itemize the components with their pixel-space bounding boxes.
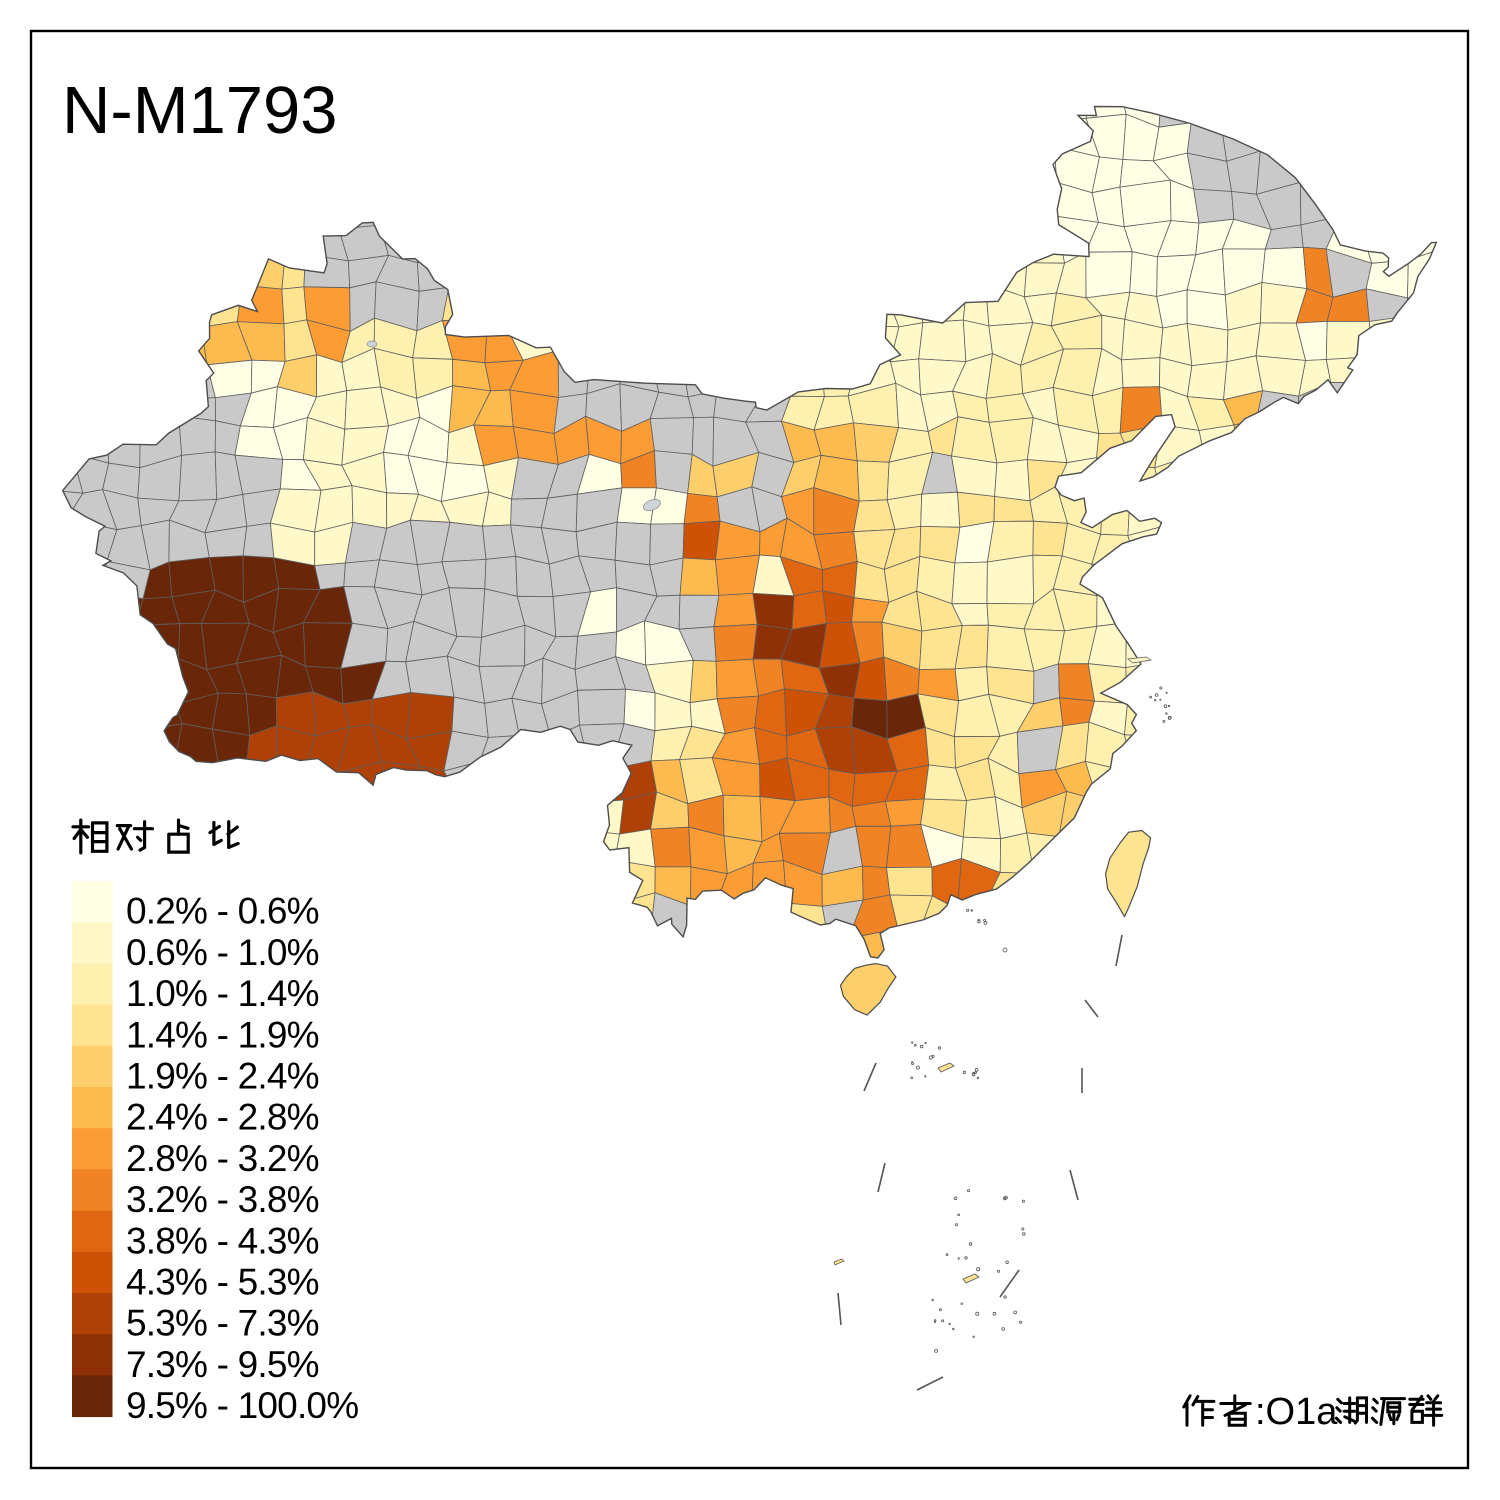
svg-text::O1a: :O1a xyxy=(1255,1391,1338,1433)
svg-text:3.2% - 3.8%: 3.2% - 3.8% xyxy=(126,1179,319,1220)
svg-text:1.0% - 1.4%: 1.0% - 1.4% xyxy=(126,973,319,1014)
svg-text:0.2% - 0.6%: 0.2% - 0.6% xyxy=(126,891,319,932)
svg-text:1.9% - 2.4%: 1.9% - 2.4% xyxy=(126,1056,319,1097)
svg-text:3.8% - 4.3%: 3.8% - 4.3% xyxy=(126,1220,319,1261)
svg-text:5.3% - 7.3%: 5.3% - 7.3% xyxy=(126,1303,319,1344)
svg-text:7.3% - 9.5%: 7.3% - 9.5% xyxy=(126,1344,319,1385)
svg-text:9.5% - 100.0%: 9.5% - 100.0% xyxy=(126,1385,358,1426)
svg-text:0.6% - 1.0%: 0.6% - 1.0% xyxy=(126,932,319,973)
svg-text:4.3% - 5.3%: 4.3% - 5.3% xyxy=(126,1262,319,1303)
svg-text:2.4% - 2.8%: 2.4% - 2.8% xyxy=(126,1097,319,1138)
svg-text:2.8% - 3.2%: 2.8% - 3.2% xyxy=(126,1138,319,1179)
svg-text:1.4% - 1.9%: 1.4% - 1.9% xyxy=(126,1014,319,1055)
svg-text:N-M1793: N-M1793 xyxy=(62,73,338,148)
